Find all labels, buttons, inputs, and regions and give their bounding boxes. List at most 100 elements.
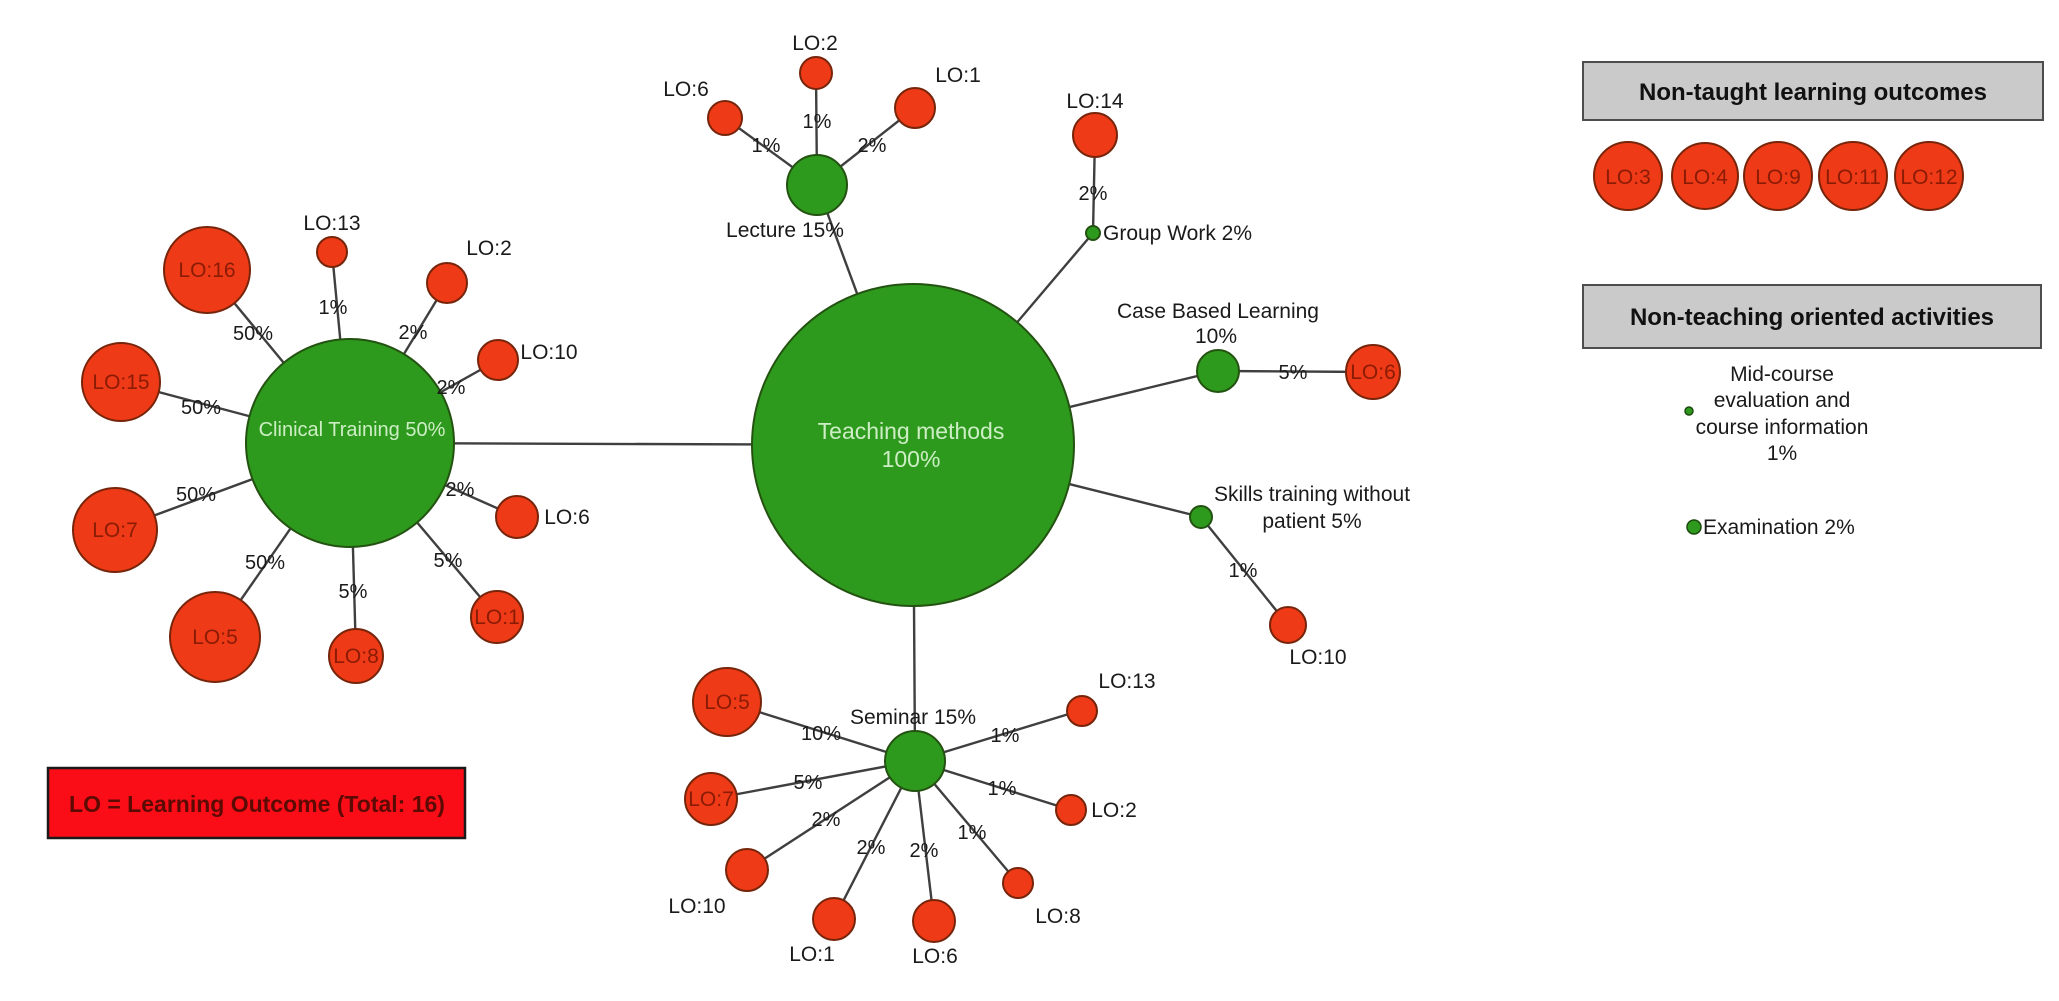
lo1-label: LO:1: [935, 64, 981, 87]
edge-pct: 50%: [176, 484, 216, 506]
lo8-label: LO:8: [1035, 905, 1081, 928]
node-lecture: [786, 154, 848, 216]
mid-course-line1: Mid-course: [1730, 363, 1834, 386]
central-label-line1: Teaching methods: [818, 418, 1005, 444]
node-lo3: [1593, 141, 1663, 211]
lo2-label: LO:2: [466, 237, 512, 260]
node-lo9: [1743, 141, 1813, 211]
edge-pct: 5%: [794, 772, 823, 794]
node-lo8: [328, 628, 384, 684]
edge-pct: 2%: [858, 135, 887, 157]
node-lo10: [477, 339, 519, 381]
lo11-label: LO:11: [1825, 166, 1881, 189]
edge-pct: 2%: [1079, 183, 1108, 205]
clinical-label: Clinical Training 50%: [259, 419, 446, 441]
node-lo6: [912, 899, 956, 943]
edge: [710, 759, 916, 801]
node-lo11: [1818, 141, 1888, 211]
lo13-label: LO:13: [1098, 670, 1155, 693]
lo13-label: LO:13: [303, 212, 360, 235]
node-mid-course-evaluation: [1684, 406, 1694, 416]
edge-pct: 1%: [752, 135, 781, 157]
node-lo13: [316, 236, 348, 268]
lo5-label: LO:5: [704, 691, 750, 714]
lo3-label: LO:3: [1605, 166, 1651, 189]
central-label-line2: 100%: [882, 446, 941, 472]
legend-box: [46, 766, 467, 840]
lo6-label: LO:6: [663, 78, 709, 101]
node-lo2: [1055, 794, 1087, 826]
node-examination: [1686, 519, 1702, 535]
seminar-satellite-nodes: [684, 667, 1098, 943]
clinical-cluster-labels: Clinical Training 50% LO:16 50% LO:13 1%…: [92, 212, 590, 668]
edge-pct: 50%: [181, 397, 221, 419]
node-lo1: [894, 87, 936, 129]
skills-training-labels: Skills training without patient 5% 1% LO…: [1214, 483, 1410, 669]
lo7-label: LO:7: [92, 519, 138, 542]
edge-pct: 5%: [339, 581, 368, 603]
edge-pct: 1%: [803, 111, 832, 133]
node-seminar: [884, 730, 946, 792]
node-clinical-training: [245, 338, 455, 548]
lo2-label: LO:2: [1091, 799, 1137, 822]
legend: LO = Learning Outcome (Total: 16): [46, 766, 467, 840]
lo7-label: LO:7: [688, 788, 734, 811]
node-lo6: [707, 100, 743, 136]
clinical-satellite-nodes: [72, 226, 539, 684]
lo10-label: LO:10: [520, 341, 577, 364]
mid-course-line2: evaluation and: [1714, 389, 1851, 412]
node-lo10-skills: [1269, 606, 1307, 644]
mid-course-line4: 1%: [1767, 442, 1797, 465]
edge-pct: 5%: [1279, 362, 1308, 384]
lo14-label: LO:14: [1066, 90, 1124, 113]
node-skills-training: [1189, 505, 1213, 529]
edge-pct: 10%: [801, 723, 841, 745]
case-based-label-line2: 10%: [1195, 325, 1237, 348]
node-lo4: [1671, 142, 1739, 210]
node-lo1: [812, 897, 856, 941]
group-work-label: Group Work 2%: [1103, 222, 1252, 245]
edge-pct: 1%: [1229, 560, 1258, 582]
lecture-label: Lecture 15%: [726, 219, 844, 242]
lo6-label: LO:6: [1350, 361, 1396, 384]
node-lo6: [495, 495, 539, 539]
node-lo13: [1066, 695, 1098, 727]
node-teaching-methods: [751, 283, 1075, 607]
node-lo1: [470, 590, 524, 644]
lo9-label: LO:9: [1755, 166, 1801, 189]
node-lo5: [692, 667, 762, 737]
edge-pct: 1%: [958, 822, 987, 844]
lo2-label: LO:2: [792, 32, 838, 55]
lo8-label: LO:8: [333, 645, 379, 668]
group-work-labels: Group Work 2% LO:14 2%: [1066, 90, 1252, 245]
lo6-label: LO:6: [912, 945, 958, 968]
lo5-label: LO:5: [192, 626, 238, 649]
edge: [1200, 516, 1289, 626]
node-lo8: [1002, 867, 1034, 899]
edge-pct: 50%: [233, 323, 273, 345]
central-node-labels: Teaching methods 100%: [818, 418, 1005, 472]
node-lo5: [169, 591, 261, 683]
lo15-label: LO:15: [92, 371, 149, 394]
non-teaching-title: Non-teaching oriented activities: [1630, 304, 1994, 331]
node-lo6-cbl: [1345, 344, 1401, 400]
non-teaching-panel: Non-teaching oriented activities Mid-cou…: [1582, 284, 2042, 539]
lo10-label: LO:10: [668, 895, 725, 918]
non-taught-header-box: [1582, 61, 2044, 121]
legend-text: LO = Learning Outcome (Total: 16): [69, 791, 445, 817]
lo1-label: LO:1: [789, 943, 835, 966]
lo12-label: LO:12: [1900, 166, 1957, 189]
case-based-label-line1: Case Based Learning: [1117, 300, 1319, 323]
lecture-satellite-nodes: [707, 56, 936, 136]
lo10-label: LO:10: [1289, 646, 1346, 669]
non-taught-title: Non-taught learning outcomes: [1639, 79, 1987, 106]
node-lo2: [799, 56, 833, 90]
lo1-label: LO:1: [474, 606, 520, 629]
edge-pct: 2%: [399, 322, 428, 344]
examination-label: Examination 2%: [1703, 516, 1855, 539]
node-lo15: [81, 342, 161, 422]
edge-pct: 1%: [991, 725, 1020, 747]
lo6-label: LO:6: [544, 506, 590, 529]
